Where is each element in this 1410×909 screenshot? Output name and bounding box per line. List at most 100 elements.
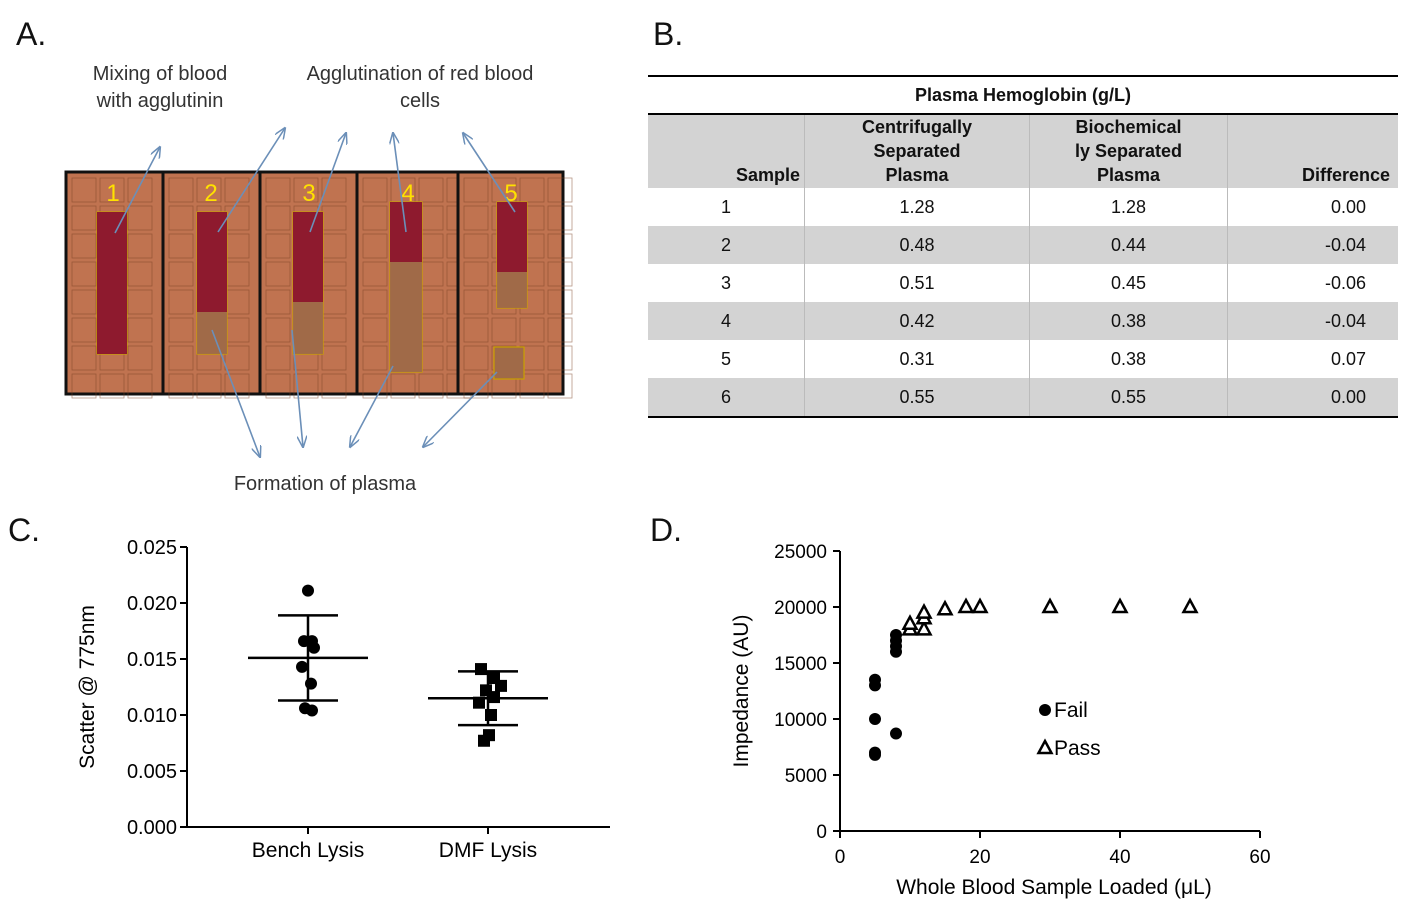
electrode-pad — [321, 373, 347, 399]
legend-label: Fail — [1054, 699, 1088, 722]
electrode-pad — [265, 289, 291, 315]
y-tick-label: 0.005 — [127, 761, 177, 783]
table-row: 5 0.31 0.38 0.07 — [648, 340, 1398, 378]
data-point — [957, 597, 975, 614]
data-point — [296, 660, 308, 673]
panel-a-letter: A. — [16, 16, 47, 52]
y-tick-label: 5000 — [785, 766, 827, 787]
electrode-pad — [71, 373, 97, 399]
device-frame-1: 1 — [64, 170, 165, 399]
electrode-pad — [362, 205, 388, 231]
cell-sample: 4 — [648, 302, 805, 340]
cell-difference: 0.00 — [1227, 188, 1398, 226]
electrode-pad — [418, 373, 444, 399]
table-row: 3 0.51 0.45 -0.06 — [648, 264, 1398, 302]
electrode-pad — [71, 345, 97, 371]
electrode-pad — [362, 345, 388, 371]
header-difference: Difference — [1227, 114, 1398, 188]
data-point — [305, 677, 317, 690]
electrode-pad — [99, 177, 125, 203]
electrode-pad — [71, 261, 97, 287]
electrode-pad — [168, 289, 194, 315]
electrode-pad — [547, 205, 573, 231]
annotation-arrow — [350, 365, 394, 447]
data-point — [971, 597, 989, 614]
cell-centrifugal: 0.51 — [804, 264, 1030, 302]
electrode-pad — [168, 373, 194, 399]
cell-sample: 3 — [720, 272, 731, 293]
cell-centrifugal: 0.55 — [804, 378, 1030, 418]
cell-sample: 1 — [720, 196, 731, 217]
header-sample: Sample — [648, 114, 805, 188]
cell-biochemical: 0.55 — [1029, 378, 1228, 418]
electrode-pad — [463, 177, 489, 203]
data-point — [1041, 597, 1059, 614]
electrode-pad — [127, 289, 153, 315]
electrode-pad — [362, 289, 388, 315]
blood-droplet — [497, 202, 527, 272]
electrode-pad — [293, 373, 319, 399]
electrode-pad — [547, 373, 573, 399]
panel-c-letter: C. — [8, 512, 40, 548]
y-tick-label: 0.010 — [127, 705, 177, 727]
data-point — [495, 679, 507, 692]
data-point — [302, 584, 314, 597]
frame-number: 3 — [302, 180, 315, 207]
blood-droplet — [293, 212, 323, 302]
electrode-pad — [519, 177, 545, 203]
plasma-hemoglobin-table: Plasma Hemoglobin (g/L) Sample Centrifug… — [648, 75, 1398, 418]
cell-difference: -0.04 — [1227, 226, 1398, 264]
electrode-pad — [519, 317, 545, 343]
cell-centrifugal: 0.48 — [804, 226, 1030, 264]
y-tick-label: 15000 — [774, 654, 827, 675]
electrode-pad — [463, 373, 489, 399]
x-tick-label: 40 — [1109, 847, 1130, 868]
x-tick-label: 60 — [1249, 847, 1270, 868]
legend-label: Pass — [1054, 737, 1101, 760]
electrode-pad — [321, 345, 347, 371]
electrode-pad — [463, 345, 489, 371]
annotation-arrow — [309, 133, 346, 233]
data-point — [869, 748, 881, 761]
data-point — [306, 704, 318, 717]
electrode-pad — [127, 233, 153, 259]
device-frame-4: 4 — [355, 170, 472, 399]
data-point — [1111, 597, 1129, 614]
data-point — [890, 645, 902, 658]
data-point — [1181, 597, 1199, 614]
electrode-pad — [265, 177, 291, 203]
electrode-pad — [293, 177, 319, 203]
electrode-pad — [71, 177, 97, 203]
plasma-region — [497, 272, 527, 308]
electrode-pad — [168, 345, 194, 371]
electrode-pad — [127, 373, 153, 399]
data-point — [869, 713, 881, 725]
electrode-pad — [265, 233, 291, 259]
electrode-pad — [127, 205, 153, 231]
electrode-pad — [463, 233, 489, 259]
electrode-pad — [547, 233, 573, 259]
electrode-pad — [463, 261, 489, 287]
electrode-pad — [265, 345, 291, 371]
plasma-region — [197, 312, 227, 354]
y-tick-label: 0.020 — [127, 593, 177, 615]
legend-marker-pass — [1036, 738, 1054, 755]
y-tick-label: 10000 — [774, 710, 827, 731]
electrode-pad — [224, 345, 250, 371]
electrode-pad — [463, 289, 489, 315]
label-mixing: Mixing of blood with agglutinin — [92, 63, 228, 112]
table-row: 6 0.55 0.55 0.00 — [648, 378, 1398, 418]
panel-d-letter: D. — [650, 512, 682, 548]
data-point — [473, 696, 485, 709]
annotation-arrow — [114, 147, 160, 234]
data-point — [915, 602, 933, 619]
device-frame-2: 2 — [161, 170, 262, 399]
label-agglutination: Agglutination of red blood cells — [306, 63, 534, 112]
frame-number: 2 — [204, 180, 217, 207]
data-point — [478, 734, 490, 747]
data-point — [936, 599, 954, 616]
header-biochemical: Biochemical ly Separated Plasma — [1029, 114, 1228, 188]
electrode-pad — [127, 317, 153, 343]
electrode-pad — [127, 177, 153, 203]
y-tick-label: 20000 — [774, 598, 827, 619]
